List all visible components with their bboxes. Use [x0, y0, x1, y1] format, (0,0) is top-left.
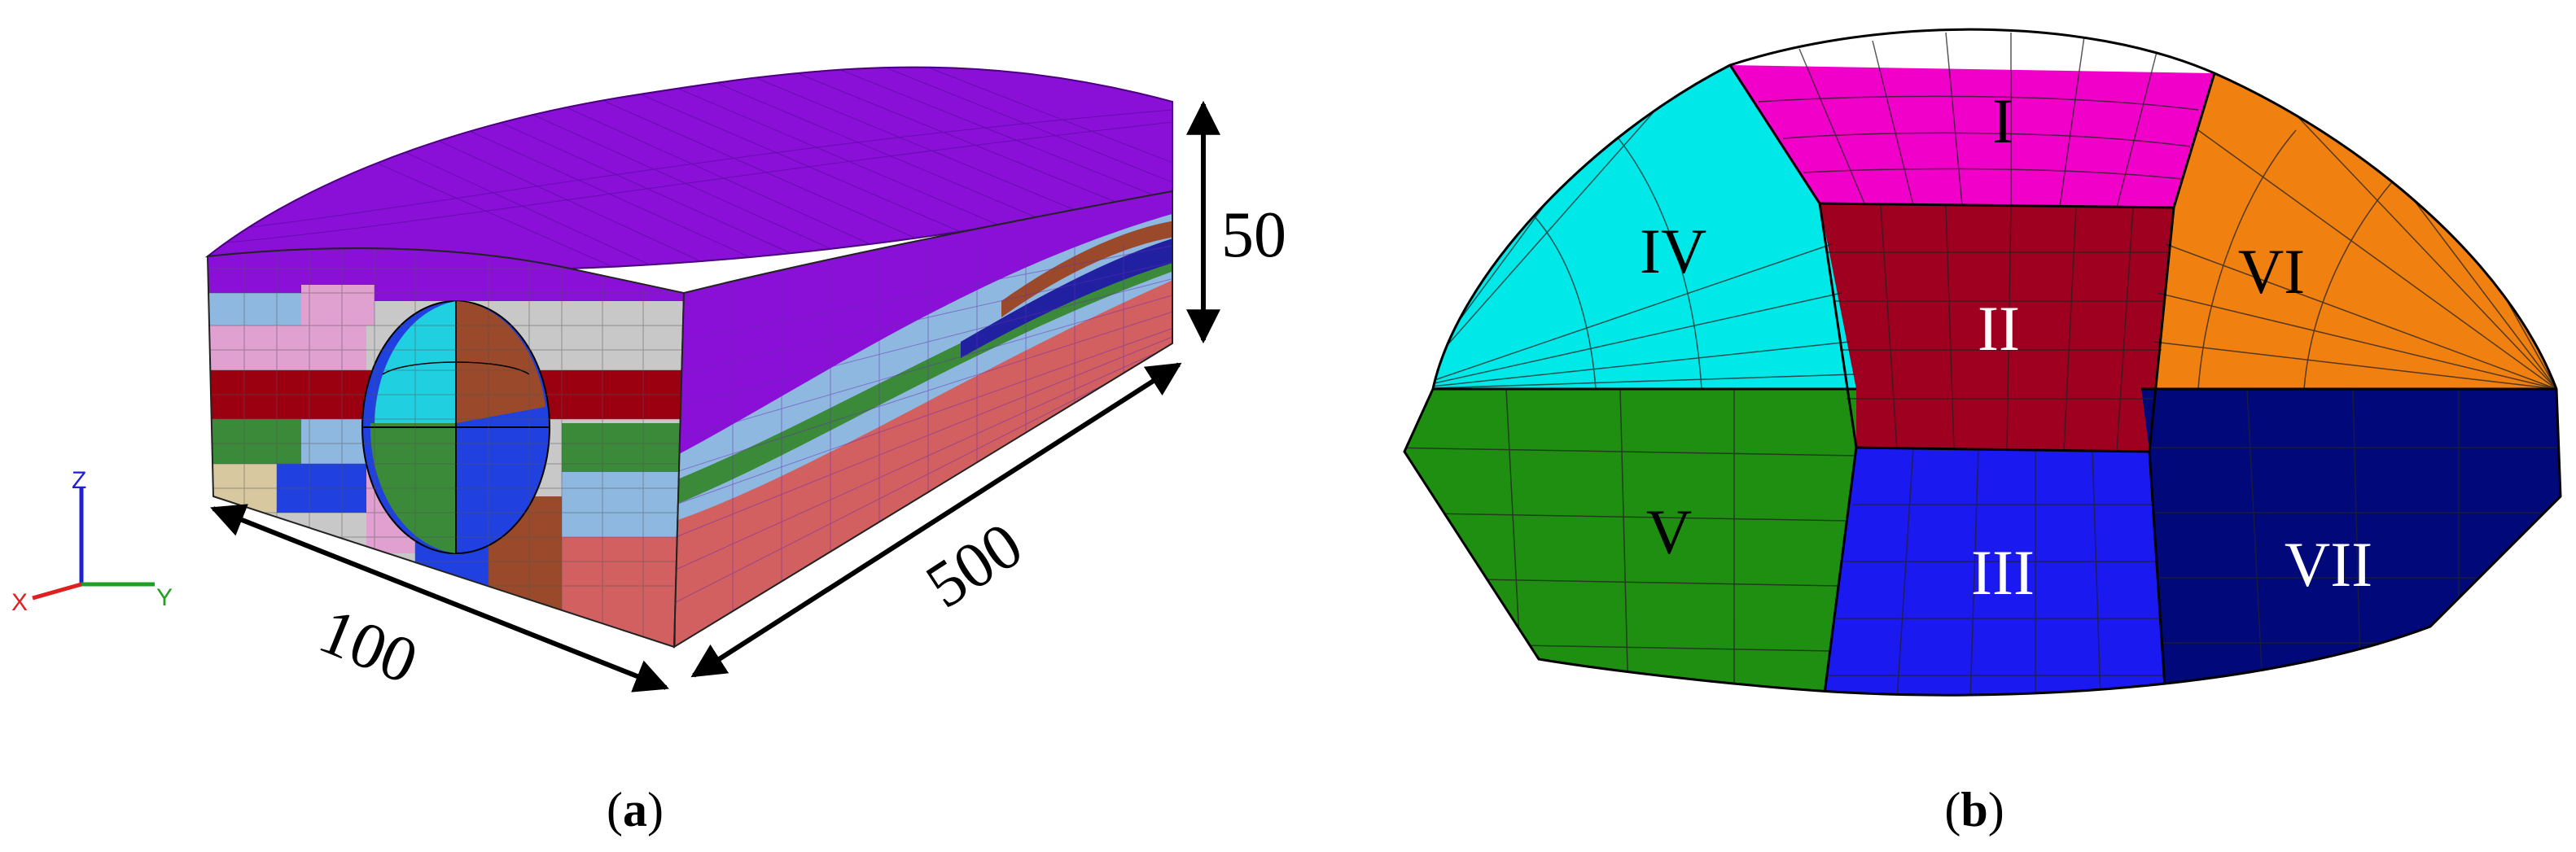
panel-a-caption: (a) [607, 783, 664, 837]
region-boundaries [1404, 64, 2561, 696]
height-dimension-label: 50 [1221, 199, 1286, 271]
coordinate-axes: Z X Y [11, 467, 173, 616]
region-II [1820, 203, 2174, 452]
panel-b: I II III IV V VI VII (b) [1403, 28, 2562, 837]
region-III-label: III [1971, 537, 2035, 608]
dimension-arrows [210, 100, 1220, 693]
model-front-face [208, 248, 684, 647]
panel-b-caption: (b) [1944, 783, 2004, 837]
panel-a: 100 500 50 Z X Y (a) [11, 66, 1286, 837]
region-II-label: II [1978, 293, 2020, 364]
region-V [1404, 389, 1856, 696]
tunnel-cross-section [361, 300, 550, 554]
region-IV-label: IV [1640, 216, 1706, 286]
region-labels: I II III IV V VI VII [1640, 85, 2372, 608]
y-axis-label: Y [156, 584, 173, 611]
region-VI [2141, 73, 2561, 452]
region-VII-label: VII [2285, 529, 2372, 600]
z-axis-label: Z [72, 467, 86, 494]
panel-b-caption-letter: b [1960, 783, 1987, 837]
region-I-label: I [1992, 85, 2013, 156]
width-arrow [210, 504, 669, 693]
length-dimension-label: 500 [913, 509, 1035, 622]
x-axis-icon [32, 582, 82, 601]
region-V-label: V [1646, 496, 1692, 567]
width-dimension-label: 100 [309, 595, 427, 698]
length-arrow [690, 362, 1182, 678]
tunnel-outline [1403, 28, 2562, 697]
panel-a-caption-letter: a [623, 783, 647, 837]
region-VI-label: VI [2238, 236, 2305, 307]
x-axis-label: X [11, 589, 28, 616]
